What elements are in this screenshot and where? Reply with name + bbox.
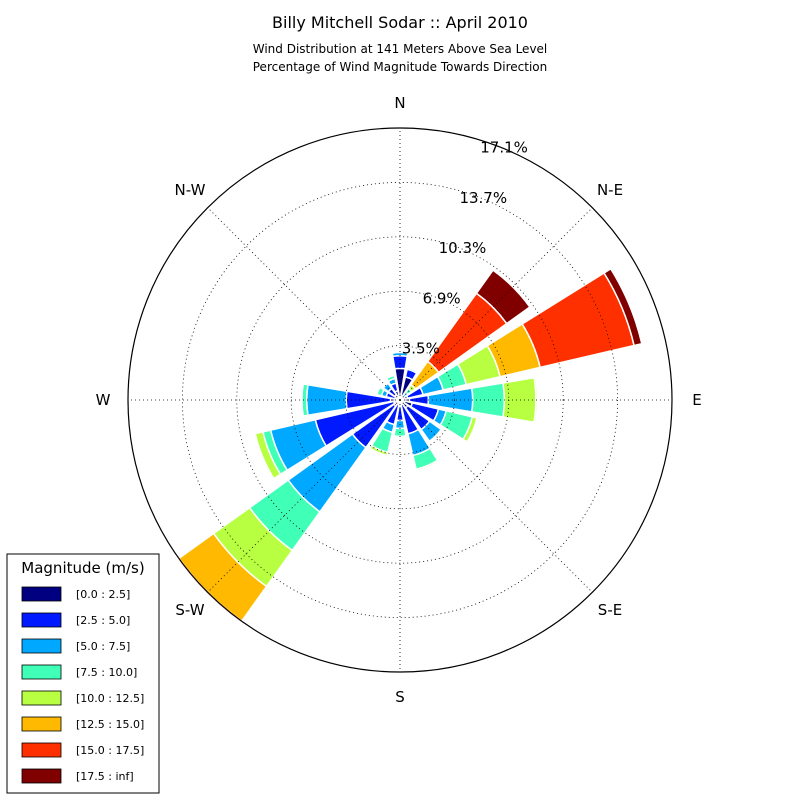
grid-ring-0 [345,345,455,455]
direction-label-s: S [395,688,405,706]
wind-bar-sector-4-bin-5 [533,376,539,424]
legend-swatch-6 [21,742,62,758]
legend-swatch-5 [21,716,62,732]
legend-label-0: [0.0 : 2.5] [76,588,130,601]
direction-label-e: E [692,391,701,409]
direction-label-s-w: S-W [175,601,204,619]
wind-bar-sector-13-bin-3 [376,386,385,397]
wind-bar-sector-12-bin-3 [301,383,309,417]
legend-swatch-0 [21,586,62,602]
grid-ring-2 [236,236,564,564]
direction-label-s-e: S-E [598,601,622,619]
wind-bar-sector-5-bin-4 [462,415,478,443]
legend-title: Magnitude (m/s) [21,559,144,577]
radial-tick-label-2: 10.3% [439,239,487,257]
wind-bar-sector-0-bin-2 [391,351,409,358]
legend-label-1: [2.5 : 5.0] [76,614,130,627]
chart-subtitle-line-2: Percentage of Wind Magnitude Towards Dir… [253,60,547,74]
legend-label-3: [7.5 : 10.0] [76,666,137,679]
legend-label-2: [5.0 : 7.5] [76,640,130,653]
legend-label-6: [15.0 : 17.5] [76,744,144,757]
legend-swatch-4 [21,690,62,706]
direction-label-n-w: N-W [175,181,206,199]
legend: Magnitude (m/s) [0.0 : 2.5] [2.5 : 5.0] [5… [6,553,160,794]
legend-label-7: [17.5 : inf] [76,770,134,783]
outer-ring [127,127,673,673]
radial-tick-label-3: 13.7% [459,189,507,207]
legend-swatch-3 [21,664,62,680]
grid-ring-3 [181,181,619,619]
grid-spoke-7 [207,207,401,401]
legend-swatch-1 [21,612,62,628]
direction-label-w: W [96,391,111,409]
wind-bar-sector-3-bin-7 [603,267,643,347]
direction-label-n: N [394,94,405,112]
wind-bar-sector-9-bin-5 [368,447,389,458]
polar-labels: N N-E E S-E S S-W W N-W 3.5% 6.9% 10.3% 13.7% 17.1% [96,94,702,706]
legend-swatch-2 [21,638,62,654]
radial-tick-label-1: 6.9% [423,289,461,307]
wind-bar-sector-11-bin-4 [254,430,282,480]
polar-grid [127,127,673,673]
wind-bar-sector-1-bin-2 [406,366,419,375]
legend-swatch-7 [21,768,62,784]
wind-bar-sector-4-bin-4 [502,376,537,424]
wind-bar-sector-12-bin-2 [305,383,348,417]
radial-tick-label-0: 3.5% [402,340,440,358]
legend-label-4: [10.0 : 12.5] [76,692,144,705]
chart-subtitle-line-1: Wind Distribution at 141 Meters Above Se… [253,42,548,56]
direction-label-n-e: N-E [597,181,623,199]
wind-bar-sector-7-bin-4 [415,459,440,472]
wind-bar-sector-2-bin-7 [475,269,531,325]
wind-bars [176,267,643,624]
wind-bar-sector-14-bin-2 [382,382,393,393]
chart-title: Billy Mitchell Sodar :: April 2010 [272,13,528,32]
grid-spoke-3 [399,399,593,593]
legend-label-5: [12.5 : 15.0] [76,718,144,731]
radial-tick-label-4: 17.1% [480,139,528,157]
wind-bar-sector-15-bin-3 [385,374,396,383]
